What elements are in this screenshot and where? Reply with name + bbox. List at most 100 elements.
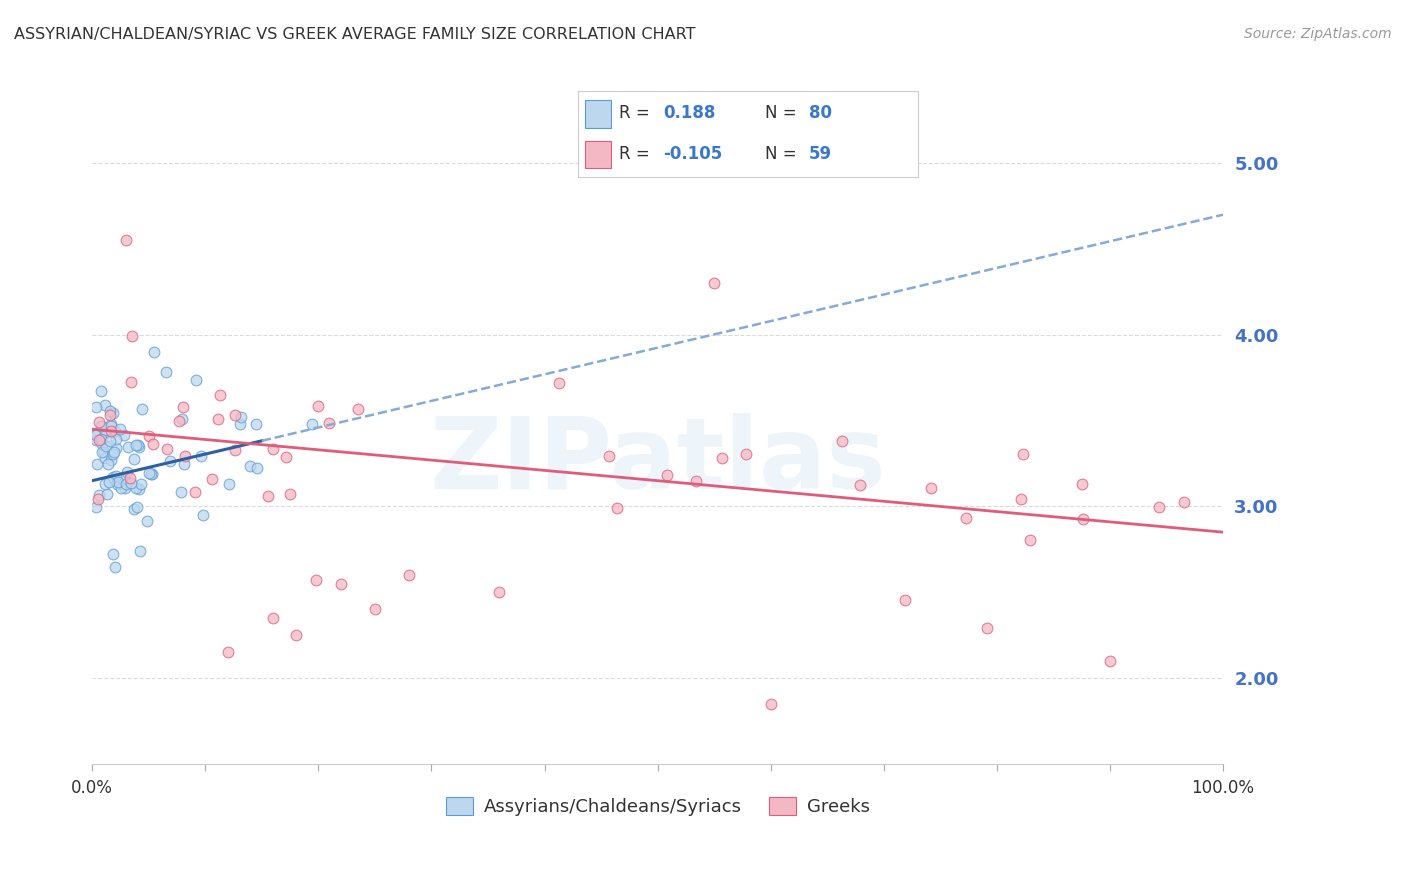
Point — [90, 418, 112, 433]
Point — [94, 476, 117, 491]
Point — [284, 628, 307, 642]
Point — [231, 409, 253, 424]
Point — [90, 384, 112, 398]
Point — [330, 576, 353, 591]
Point — [100, 417, 122, 432]
Point — [207, 412, 229, 426]
Point — [224, 408, 246, 422]
Point — [141, 467, 163, 482]
Point — [128, 440, 150, 454]
Point — [138, 429, 160, 443]
Point — [101, 470, 124, 484]
Point — [398, 568, 420, 582]
Point — [318, 416, 340, 430]
Point — [262, 442, 284, 456]
Point — [115, 234, 138, 248]
Point — [100, 453, 122, 467]
Point — [239, 458, 262, 473]
Point — [120, 376, 142, 390]
Point — [98, 403, 121, 417]
Point — [98, 408, 121, 422]
Point — [84, 426, 107, 441]
Point — [94, 398, 117, 412]
Point — [305, 573, 328, 587]
Point — [141, 467, 163, 482]
Point — [217, 645, 239, 659]
Point — [655, 468, 678, 483]
Point — [121, 329, 143, 343]
Point — [117, 440, 139, 454]
Point — [114, 428, 136, 442]
Point — [173, 457, 195, 471]
Point — [831, 434, 853, 448]
Point — [174, 450, 197, 464]
Point — [115, 477, 138, 491]
Point — [87, 492, 110, 507]
Point — [920, 482, 942, 496]
Point — [1071, 511, 1094, 525]
Point — [1147, 500, 1170, 514]
Point — [125, 481, 148, 495]
Point — [103, 445, 125, 459]
Point — [262, 611, 284, 625]
Point — [703, 277, 725, 291]
Point — [108, 422, 131, 436]
Point — [118, 471, 141, 485]
Text: Source: ZipAtlas.com: Source: ZipAtlas.com — [1244, 27, 1392, 41]
Point — [89, 415, 111, 429]
Point — [97, 475, 120, 489]
Point — [201, 472, 224, 486]
Point — [1010, 491, 1032, 506]
Point — [278, 487, 301, 501]
Point — [169, 484, 191, 499]
Point — [548, 376, 571, 390]
Point — [1012, 446, 1035, 460]
Point — [84, 500, 107, 514]
Point — [114, 481, 136, 495]
Point — [90, 433, 112, 447]
Point — [1098, 654, 1121, 668]
Point — [110, 481, 132, 495]
Point — [101, 548, 124, 562]
Point — [105, 441, 128, 455]
Point — [128, 544, 150, 558]
Point — [346, 402, 368, 417]
Point — [142, 437, 165, 451]
Point — [955, 511, 977, 525]
Point — [191, 508, 214, 522]
Point — [97, 457, 120, 471]
Point — [112, 472, 135, 486]
Point — [86, 457, 108, 471]
Point — [91, 445, 114, 459]
Point — [101, 447, 124, 461]
Point — [128, 482, 150, 496]
Point — [91, 436, 114, 450]
Point — [100, 472, 122, 486]
Point — [246, 461, 269, 475]
Legend: Assyrians/Chaldeans/Syriacs, Greeks: Assyrians/Chaldeans/Syriacs, Greeks — [439, 789, 877, 823]
Point — [125, 438, 148, 452]
Point — [245, 417, 267, 431]
Text: ZIPatlas: ZIPatlas — [429, 413, 886, 510]
Point — [190, 449, 212, 463]
Point — [122, 451, 145, 466]
Point — [122, 501, 145, 516]
Point — [100, 424, 122, 438]
Point — [218, 477, 240, 491]
Point — [104, 560, 127, 574]
Point — [169, 414, 191, 428]
Point — [115, 465, 138, 479]
Point — [170, 412, 193, 426]
Point — [274, 450, 297, 464]
Point — [104, 425, 127, 439]
Point — [598, 449, 620, 463]
Point — [710, 451, 733, 466]
Point — [257, 489, 280, 503]
Point — [364, 602, 387, 616]
Point — [735, 447, 758, 461]
Point — [685, 474, 707, 488]
Point — [107, 475, 129, 490]
Point — [1071, 476, 1094, 491]
Point — [229, 417, 252, 431]
Point — [96, 487, 118, 501]
